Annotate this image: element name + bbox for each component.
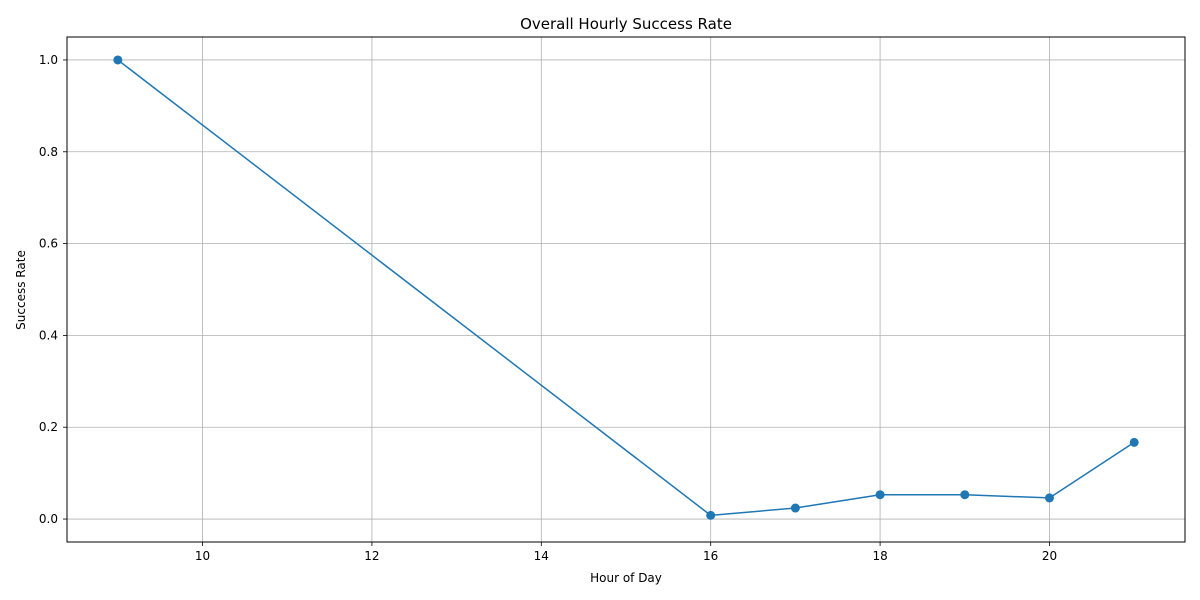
x-tick-label: 10 <box>195 549 210 563</box>
tick-layer: 10 12 14 16 18 20 0.0 0.2 0.4 0.6 0.8 1.0 <box>39 53 1057 563</box>
data-point-marker <box>1044 493 1054 503</box>
data-point-marker <box>706 510 716 520</box>
data-point-marker <box>960 490 970 500</box>
x-axis-label: Hour of Day <box>590 571 662 585</box>
y-tick-label: 0.0 <box>39 512 58 526</box>
y-tick-label: 0.6 <box>39 237 58 251</box>
data-point-marker <box>1129 437 1139 447</box>
y-tick-label: 0.8 <box>39 145 58 159</box>
x-tick-label: 12 <box>364 549 379 563</box>
y-tick-label: 0.4 <box>39 328 58 342</box>
y-tick-label: 0.2 <box>39 420 58 434</box>
x-tick-label: 14 <box>534 549 549 563</box>
data-point-marker <box>790 503 800 513</box>
x-tick-label: 18 <box>872 549 887 563</box>
data-point-marker <box>113 55 123 65</box>
grid-layer <box>67 37 1185 542</box>
data-point-marker <box>875 490 885 500</box>
x-tick-label: 16 <box>703 549 718 563</box>
series-line <box>117 59 1135 517</box>
chart-title: Overall Hourly Success Rate <box>520 15 732 33</box>
y-tick-label: 1.0 <box>39 53 58 67</box>
x-tick-label: 20 <box>1042 549 1057 563</box>
series-layer <box>113 55 1139 520</box>
y-axis-label: Success Rate <box>14 250 28 330</box>
plot-area-frame <box>66 36 1186 543</box>
